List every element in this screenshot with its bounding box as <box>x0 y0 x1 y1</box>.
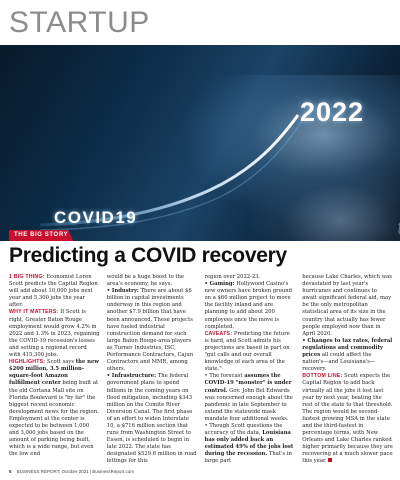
page-number: 8 <box>9 469 12 474</box>
forecast-bold: assumes the COVID-19 "monster" is under … <box>204 373 292 394</box>
changes-text: all could affect the nation's—and Louisi… <box>302 352 376 373</box>
column-1: 1 BIG THING: Economist Loren Scott predi… <box>9 274 100 466</box>
col4-paragraph: because Lake Charles, which was devastat… <box>302 274 392 337</box>
hero-year-text: 2022 <box>300 97 365 127</box>
end-of-story-mark <box>327 458 332 463</box>
article-headline: Predicting a COVID recovery <box>9 244 287 267</box>
highlights-text: Scott says <box>45 359 76 366</box>
publication-name: BUSINESS REPORT: October 2021 <box>16 469 89 474</box>
publication-url: BusinessReport.com <box>92 469 134 474</box>
forecast-text: • The forecast <box>204 373 245 380</box>
why-it-matters-text: If Scott is right, Greater Baton Rouge e… <box>9 309 100 359</box>
hero-image: 2022 COVID19 iStock <box>0 45 400 241</box>
section-title: STARTUP <box>9 6 150 39</box>
industry-lead: • Industry: <box>106 288 139 295</box>
column-2: would be a huge boost to the area's econ… <box>107 274 198 466</box>
page-footer: 8 BUSINESS REPORT: October 2021 | Busine… <box>9 469 134 474</box>
big-thing-text: Economist Loren Scott predicts the Capit… <box>9 274 98 309</box>
col3-paragraph: region over 2022-23. <box>204 274 261 280</box>
bottom-line-lead: BOTTOM LINE: <box>302 373 343 380</box>
column-4: because Lake Charles, which was devastat… <box>302 274 393 466</box>
data-text-cont: That's in large part <box>204 451 292 465</box>
changes-lead: • Changes to tax rates, federal regulati… <box>302 337 393 359</box>
hand-silhouette <box>250 165 400 241</box>
highlights-text-cont: being built at the old Cortana Mall site… <box>9 380 99 458</box>
why-it-matters-lead: WHY IT MATTERS: <box>9 309 59 316</box>
highlights-lead: HIGHLIGHTS: <box>9 359 46 366</box>
article-body: 1 BIG THING: Economist Loren Scott predi… <box>9 274 393 466</box>
hero-covid-text: COVID19 <box>54 208 138 227</box>
data-text: • Though Scott questions the accuracy of… <box>204 422 283 437</box>
col2-paragraph: would be a huge boost to the area's econ… <box>106 274 185 288</box>
forecast-text-cont: Gov. John Bel Edwards was concerned enou… <box>204 387 293 422</box>
caveats-lead: CAVEATS: <box>204 330 233 337</box>
story-kicker: THE BIG STORY <box>9 230 74 241</box>
industry-text: There are about $6 billion in capital in… <box>106 288 194 373</box>
big-thing-lead: 1 BIG THING: <box>9 274 45 280</box>
column-3: region over 2022-23. • Gaming: Hollywood… <box>205 274 296 466</box>
infrastructure-text: The federal government plans to spend bi… <box>106 373 197 465</box>
data-bold: Louisiana has only added back an estimat… <box>204 430 294 458</box>
gaming-text: Hollywood Casino's new owners have broke… <box>204 281 292 330</box>
bottom-line-text: Scott expects the Capital Region to add … <box>302 373 393 465</box>
caveats-text: Predicting the future is hard, and Scott… <box>204 330 290 373</box>
growth-curve-graphic <box>40 114 303 231</box>
footer-divider: | <box>90 469 93 474</box>
infrastructure-lead: • Infrastructure: <box>106 373 157 380</box>
gaming-lead: • Gaming: <box>204 281 235 288</box>
highlights-bold: the new $200 million, 3.5 million-square… <box>9 359 99 387</box>
